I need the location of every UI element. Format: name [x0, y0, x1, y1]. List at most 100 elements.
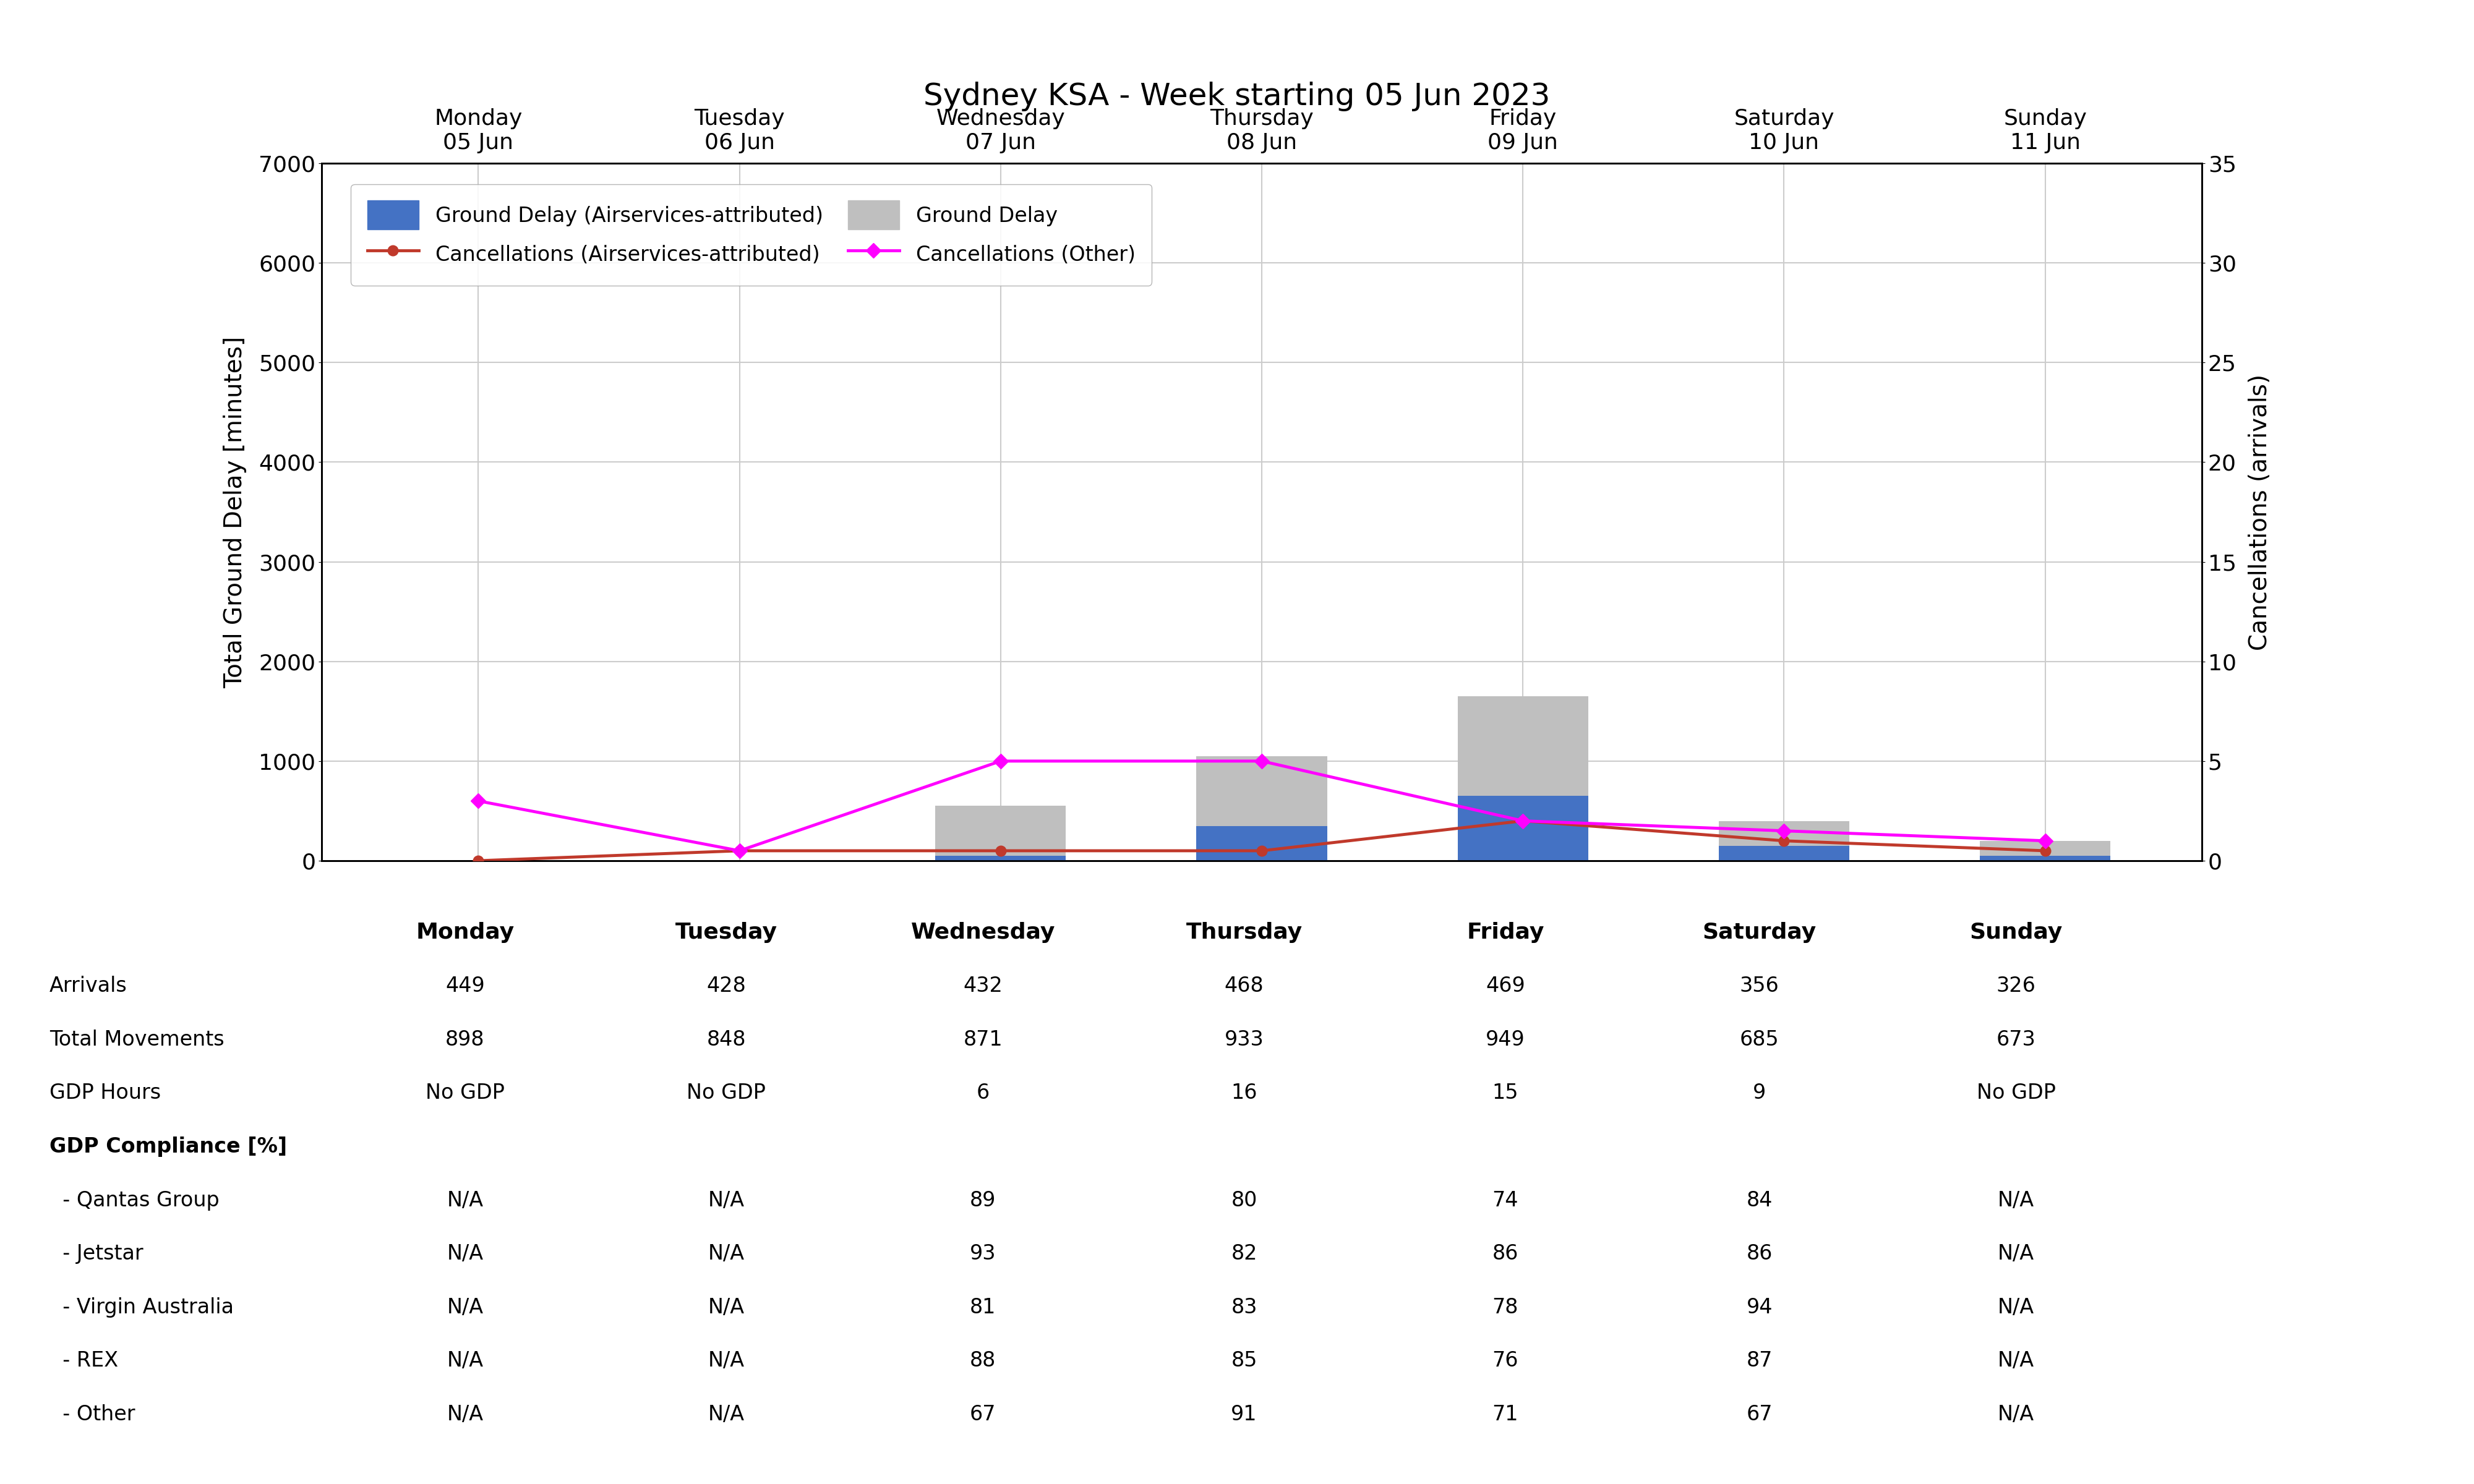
Cancellations (Other): [1509, 812, 1539, 830]
Cancellations (Airservices-attributed): [1247, 841, 1277, 859]
Bar: [1457, 696, 1588, 861]
Cancellations (Airservices-attributed): [2031, 841, 2061, 859]
Text: Sunday: Sunday: [1969, 922, 2063, 944]
Text: 673: 673: [1997, 1030, 2036, 1049]
Cancellations (Other): [985, 752, 1014, 770]
Text: 326: 326: [1997, 976, 2036, 996]
Bar: [1457, 795, 1588, 861]
Text: 356: 356: [1739, 976, 1779, 996]
Bar: [1197, 825, 1326, 861]
Text: 76: 76: [1492, 1350, 1519, 1371]
Cancellations (Other): [463, 792, 492, 810]
Cancellations (Airservices-attributed): [985, 841, 1014, 859]
Cancellations (Other): [1769, 822, 1799, 840]
Text: 933: 933: [1225, 1030, 1264, 1049]
Y-axis label: Cancellations (arrivals): Cancellations (arrivals): [2249, 374, 2271, 650]
Text: N/A: N/A: [1997, 1244, 2034, 1264]
Text: 74: 74: [1492, 1190, 1519, 1211]
Text: N/A: N/A: [448, 1244, 482, 1264]
Text: 81: 81: [970, 1297, 997, 1318]
Text: 16: 16: [1232, 1083, 1257, 1103]
Text: - REX: - REX: [49, 1350, 119, 1371]
Text: N/A: N/A: [1997, 1350, 2034, 1371]
Text: Thursday: Thursday: [1185, 922, 1301, 944]
Text: Monday: Monday: [416, 922, 515, 944]
Text: Total Movements: Total Movements: [49, 1030, 225, 1049]
Text: N/A: N/A: [708, 1404, 745, 1425]
Text: N/A: N/A: [708, 1190, 745, 1211]
Text: 468: 468: [1225, 976, 1264, 996]
Bar: [1197, 755, 1326, 861]
Text: 449: 449: [445, 976, 485, 996]
Text: 432: 432: [962, 976, 1002, 996]
Text: 85: 85: [1232, 1350, 1257, 1371]
Bar: [1979, 841, 2110, 861]
Text: - Virgin Australia: - Virgin Australia: [49, 1297, 233, 1318]
Text: 78: 78: [1492, 1297, 1519, 1318]
Text: 71: 71: [1492, 1404, 1519, 1425]
Text: No GDP: No GDP: [688, 1083, 767, 1103]
Text: Sydney KSA - Week starting 05 Jun 2023: Sydney KSA - Week starting 05 Jun 2023: [923, 82, 1551, 111]
Text: 86: 86: [1492, 1244, 1519, 1264]
Cancellations (Airservices-attributed): [463, 852, 492, 870]
Line: Cancellations (Other): Cancellations (Other): [473, 755, 2051, 856]
Text: 428: 428: [708, 976, 747, 996]
Text: 88: 88: [970, 1350, 997, 1371]
Text: N/A: N/A: [448, 1404, 482, 1425]
Cancellations (Other): [1247, 752, 1277, 770]
Text: N/A: N/A: [1997, 1190, 2034, 1211]
Text: - Other: - Other: [49, 1404, 136, 1425]
Text: 949: 949: [1487, 1030, 1524, 1049]
Text: N/A: N/A: [448, 1350, 482, 1371]
Text: 83: 83: [1232, 1297, 1257, 1318]
Text: 15: 15: [1492, 1083, 1519, 1103]
Y-axis label: Total Ground Delay [minutes]: Total Ground Delay [minutes]: [223, 335, 247, 689]
Text: GDP Hours: GDP Hours: [49, 1083, 161, 1103]
Text: N/A: N/A: [448, 1190, 482, 1211]
Text: 67: 67: [1747, 1404, 1774, 1425]
Text: 6: 6: [977, 1083, 990, 1103]
Bar: [1719, 821, 1851, 861]
Text: N/A: N/A: [708, 1350, 745, 1371]
Text: No GDP: No GDP: [426, 1083, 505, 1103]
Line: Cancellations (Airservices-attributed): Cancellations (Airservices-attributed): [473, 816, 2051, 865]
Text: 87: 87: [1747, 1350, 1771, 1371]
Bar: [1719, 846, 1851, 861]
Bar: [1979, 856, 2110, 861]
Text: 91: 91: [1232, 1404, 1257, 1425]
Cancellations (Other): [725, 841, 755, 859]
Text: Saturday: Saturday: [1702, 922, 1816, 944]
Text: Wednesday: Wednesday: [910, 922, 1054, 944]
Text: No GDP: No GDP: [1977, 1083, 2056, 1103]
Text: Tuesday: Tuesday: [675, 922, 777, 944]
Text: N/A: N/A: [1997, 1297, 2034, 1318]
Text: 9: 9: [1754, 1083, 1766, 1103]
Legend: Ground Delay (Airservices-attributed), Cancellations (Airservices-attributed), G: Ground Delay (Airservices-attributed), C…: [351, 184, 1153, 285]
Text: GDP Compliance [%]: GDP Compliance [%]: [49, 1137, 287, 1158]
Cancellations (Other): [2031, 833, 2061, 850]
Text: 94: 94: [1747, 1297, 1774, 1318]
Text: 67: 67: [970, 1404, 997, 1425]
Text: 93: 93: [970, 1244, 997, 1264]
Text: - Jetstar: - Jetstar: [49, 1244, 143, 1264]
Cancellations (Airservices-attributed): [725, 841, 755, 859]
Text: 898: 898: [445, 1030, 485, 1049]
Cancellations (Airservices-attributed): [1509, 812, 1539, 830]
Text: Arrivals: Arrivals: [49, 976, 126, 996]
Text: 469: 469: [1487, 976, 1524, 996]
Text: N/A: N/A: [448, 1297, 482, 1318]
Text: 89: 89: [970, 1190, 997, 1211]
Text: N/A: N/A: [1997, 1404, 2034, 1425]
Text: - Qantas Group: - Qantas Group: [49, 1190, 220, 1211]
Cancellations (Airservices-attributed): [1769, 833, 1799, 850]
Text: 86: 86: [1747, 1244, 1771, 1264]
Text: N/A: N/A: [708, 1244, 745, 1264]
Text: 80: 80: [1232, 1190, 1257, 1211]
Text: Friday: Friday: [1467, 922, 1544, 944]
Bar: [935, 806, 1066, 861]
Text: N/A: N/A: [708, 1297, 745, 1318]
Text: 685: 685: [1739, 1030, 1779, 1049]
Text: 871: 871: [962, 1030, 1002, 1049]
Text: 84: 84: [1747, 1190, 1771, 1211]
Text: 82: 82: [1232, 1244, 1257, 1264]
